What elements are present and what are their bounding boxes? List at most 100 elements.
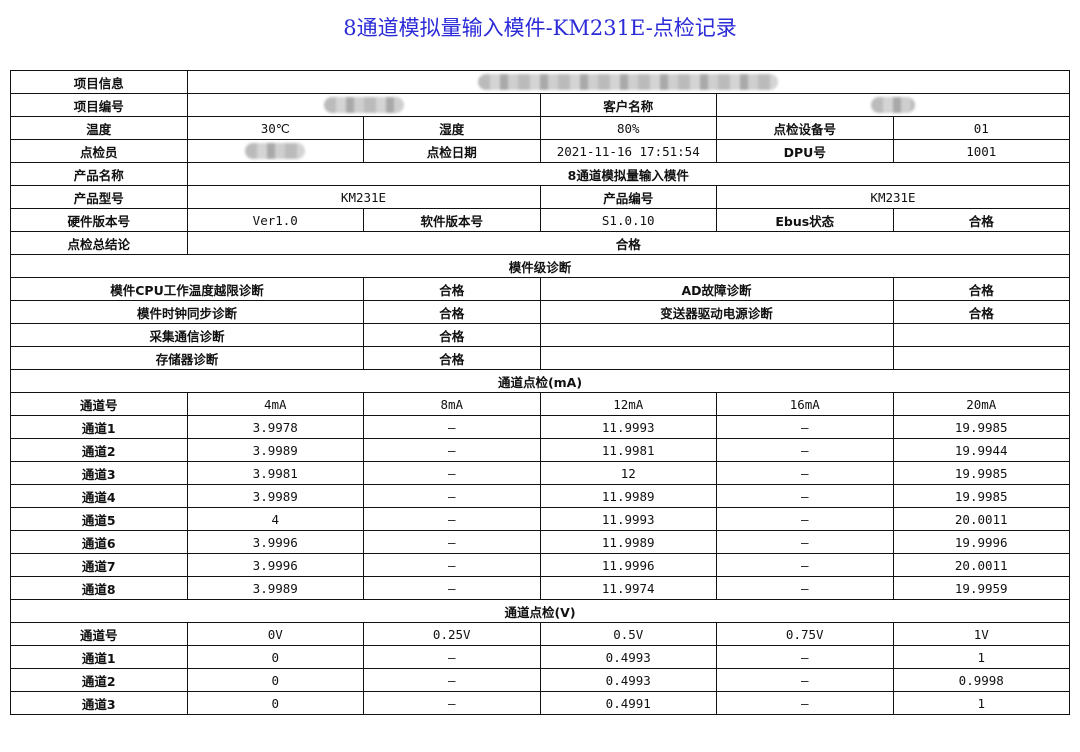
channel-value: — [363,507,541,531]
project-info-value [186,70,1070,94]
channel-row: 通道1 0—0.4993—1 [10,645,1070,669]
channel-name: 通道3 [10,691,188,715]
channel-value: — [363,668,541,692]
channel-value: 0 [186,691,364,715]
channel-name: 通道5 [10,507,188,531]
channel-value: 0.4993 [539,668,717,692]
column-header: 0.25V [363,622,541,646]
channel-row: 通道3 0—0.4991—1 [10,691,1070,715]
diag-row: 存储器诊断 合格 [10,346,1070,370]
diag-result: 合格 [363,323,541,347]
project-no-label: 项目编号 [10,93,188,117]
channel-value: 11.9989 [539,484,717,508]
diag-result [892,323,1070,347]
channel-value: — [716,645,894,669]
channel-value: — [363,461,541,485]
channel-value: 0.4993 [539,645,717,669]
channel-value: 1 [892,691,1070,715]
table-row: 点检总结论 合格 [10,231,1070,255]
channel-value: — [716,461,894,485]
section-row: 通道点检(V) [10,599,1070,623]
column-header: 4mA [186,392,364,416]
channel-value: 20.0011 [892,553,1070,577]
channel-value: 11.9993 [539,507,717,531]
channel-value: — [363,415,541,439]
redacted-value [478,74,779,91]
channel-value: 0 [186,645,364,669]
diag-label: 模件时钟同步诊断 [10,300,364,324]
dpu-value: 1001 [892,139,1070,163]
conclusion-label: 点检总结论 [10,231,188,255]
channel-value: — [716,668,894,692]
channel-value: — [363,438,541,462]
diag-result: 合格 [363,346,541,370]
ebus-value: 合格 [892,208,1070,232]
dpu-label: DPU号 [716,139,894,163]
inspector-value [186,139,364,163]
column-header: 16mA [716,392,894,416]
channel-value: — [716,530,894,554]
channel-value: 19.9985 [892,461,1070,485]
redacted-value [871,97,915,114]
diag-label [539,323,894,347]
table-row: 项目编号 客户名称 [10,93,1070,117]
channel-name: 通道2 [10,668,188,692]
channel-row: 通道5 4—11.9993—20.0011 [10,507,1070,531]
channel-value: 19.9985 [892,484,1070,508]
channel-value: — [363,576,541,600]
date-value: 2021-11-16 17:51:54 [539,139,717,163]
channel-name: 通道7 [10,553,188,577]
channel-row: 通道4 3.9989—11.9989—19.9985 [10,484,1070,508]
redacted-value [245,143,306,160]
column-header: 8mA [363,392,541,416]
channel-row: 通道1 3.9978—11.9993—19.9985 [10,415,1070,439]
channel-row: 通道6 3.9996—11.9989—19.9996 [10,530,1070,554]
channel-value: 11.9981 [539,438,717,462]
column-header: 通道号 [10,392,188,416]
column-header: 12mA [539,392,717,416]
diag-row: 模件CPU工作温度越限诊断 合格 AD故障诊断 合格 [10,277,1070,301]
device-no-label: 点检设备号 [716,116,894,140]
channel-value: 0.4991 [539,691,717,715]
channel-value: — [716,438,894,462]
channel-value: — [716,484,894,508]
diag-label: 采集通信诊断 [10,323,364,347]
redacted-value [323,97,404,114]
channel-value: — [716,553,894,577]
ebus-label: Ebus状态 [716,208,894,232]
channel-row: 通道2 0—0.4993—0.9998 [10,668,1070,692]
diag-result: 合格 [892,300,1070,324]
channel-value: — [363,553,541,577]
channel-value: — [363,691,541,715]
header-row: 通道号 4mA 8mA 12mA 16mA 20mA [10,392,1070,416]
channel-row: 通道3 3.9981—12—19.9985 [10,461,1070,485]
header-row: 通道号 0V 0.25V 0.5V 0.75V 1V [10,622,1070,646]
product-name-value: 8通道模拟量输入模件 [186,162,1070,186]
column-header: 0V [186,622,364,646]
channel-value: 4 [186,507,364,531]
diag-label: AD故障诊断 [539,277,894,301]
product-name-label: 产品名称 [10,162,188,186]
column-header: 通道号 [10,622,188,646]
table-row: 产品名称 8通道模拟量输入模件 [10,162,1070,186]
column-header: 20mA [892,392,1070,416]
conclusion-value: 合格 [186,231,1070,255]
page-title: 8通道模拟量输入模件-KM231E-点检记录 [343,16,737,40]
channel-name: 通道1 [10,645,188,669]
channel-value: 3.9981 [186,461,364,485]
table-row: 项目信息 [10,70,1070,94]
channel-value: — [716,691,894,715]
channel-value: — [363,484,541,508]
channel-value: 3.9989 [186,484,364,508]
diag-label: 存储器诊断 [10,346,364,370]
channel-value: 19.9985 [892,415,1070,439]
section-header: 通道点检(V) [10,599,1070,623]
product-no-label: 产品编号 [539,185,717,209]
sw-value: S1.0.10 [539,208,717,232]
channel-row: 通道2 3.9989—11.9981—19.9944 [10,438,1070,462]
inspection-table: 项目信息 项目编号 客户名称 温度 30℃ 湿度 80% 点检设备号 01 点检员 点检日期 2021… [10,70,1070,715]
channel-name: 通道3 [10,461,188,485]
hw-label: 硬件版本号 [10,208,188,232]
diag-label [539,346,894,370]
diag-row: 采集通信诊断 合格 [10,323,1070,347]
